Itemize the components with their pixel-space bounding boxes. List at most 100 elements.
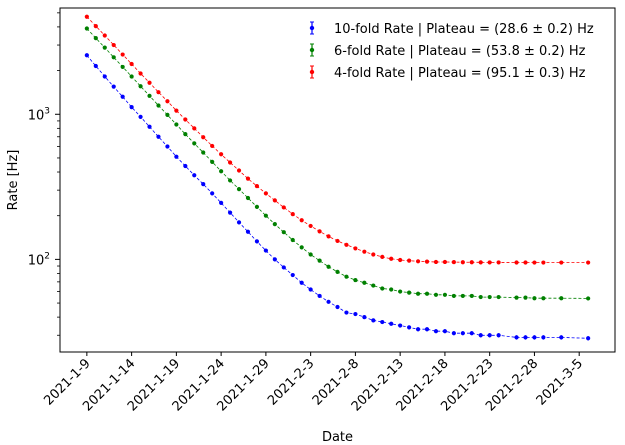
data-point — [236, 220, 242, 225]
data-point — [514, 295, 519, 300]
data-point — [129, 74, 134, 79]
data-point — [138, 114, 143, 119]
data-point — [380, 319, 385, 325]
data-point — [335, 304, 340, 310]
data-point — [496, 294, 501, 300]
data-point — [433, 259, 439, 265]
y-tick-base: 10 — [28, 253, 45, 268]
data-point — [433, 329, 439, 334]
data-point — [308, 287, 313, 292]
data-point — [308, 223, 313, 229]
data-point — [407, 290, 412, 295]
data-point — [183, 117, 188, 122]
data-point — [398, 323, 403, 328]
data-point — [254, 204, 260, 209]
data-point — [478, 294, 483, 300]
data-point — [210, 159, 215, 164]
data-point — [496, 260, 501, 265]
data-point — [469, 331, 474, 336]
data-point — [407, 325, 412, 330]
data-point — [183, 163, 188, 169]
data-point — [174, 108, 179, 113]
data-point — [389, 321, 394, 326]
legend: 10-fold Rate | Plateau = (28.6 ± 0.2) Hz… — [309, 21, 594, 81]
data-point — [559, 335, 564, 340]
data-point — [281, 265, 286, 270]
data-point — [523, 260, 528, 265]
data-point — [156, 103, 161, 108]
data-point — [165, 144, 170, 149]
data-point — [424, 327, 430, 332]
data-point — [192, 173, 197, 178]
data-point — [111, 55, 116, 60]
data-point — [523, 335, 528, 340]
fit-line — [86, 28, 589, 299]
data-point — [263, 191, 268, 196]
data-point — [165, 112, 170, 118]
data-point — [120, 94, 125, 99]
data-point — [111, 84, 116, 89]
data-point — [93, 24, 98, 29]
data-point — [335, 269, 340, 274]
data-point — [586, 260, 591, 265]
legend-label: 6-fold Rate | Plateau = (53.8 ± 0.2) Hz — [334, 44, 586, 59]
data-point — [299, 218, 304, 223]
data-point — [532, 260, 537, 265]
data-point — [371, 318, 376, 323]
data-point — [433, 292, 439, 297]
data-point — [281, 230, 286, 235]
data-point — [263, 213, 268, 218]
data-point — [487, 260, 492, 265]
data-point — [344, 242, 349, 247]
data-point — [460, 331, 465, 336]
data-point — [308, 252, 313, 257]
data-point — [586, 336, 591, 341]
data-point — [460, 260, 465, 265]
data-point — [353, 311, 358, 317]
data-point — [415, 327, 421, 332]
legend-label: 10-fold Rate | Plateau = (28.6 ± 0.2) Hz — [334, 22, 594, 37]
data-point — [353, 277, 358, 283]
data-point — [272, 257, 277, 262]
series-layer — [84, 14, 591, 341]
data-point — [362, 280, 367, 285]
data-point — [245, 176, 251, 181]
data-point — [317, 293, 322, 299]
data-point — [84, 14, 89, 19]
data-point — [407, 258, 412, 263]
data-point — [389, 287, 394, 292]
data-point — [290, 237, 295, 243]
data-point — [210, 191, 215, 196]
data-point — [424, 291, 430, 296]
data-point — [192, 141, 197, 146]
data-point — [93, 63, 98, 69]
data-point — [344, 274, 349, 279]
data-point — [326, 299, 331, 304]
data-point — [129, 61, 134, 67]
fit-line — [86, 55, 589, 339]
series-0 — [84, 53, 591, 341]
legend-label: 4-fold Rate | Plateau = (95.1 ± 0.3) Hz — [334, 66, 586, 81]
data-point — [111, 42, 116, 48]
data-point — [496, 333, 501, 338]
data-point — [326, 234, 331, 239]
data-point — [362, 249, 367, 254]
data-point — [442, 292, 448, 297]
data-point — [469, 293, 474, 299]
data-point — [290, 272, 295, 278]
data-point — [147, 93, 152, 98]
data-point — [559, 296, 564, 301]
data-point — [192, 126, 197, 131]
data-point — [541, 335, 546, 340]
data-point — [219, 169, 224, 174]
data-point — [201, 150, 206, 155]
data-point — [183, 132, 188, 137]
data-point — [541, 260, 546, 265]
x-axis-label: Date — [322, 430, 353, 445]
data-point — [147, 124, 152, 129]
data-point — [138, 84, 143, 89]
data-point — [353, 246, 358, 251]
data-point — [236, 187, 242, 192]
